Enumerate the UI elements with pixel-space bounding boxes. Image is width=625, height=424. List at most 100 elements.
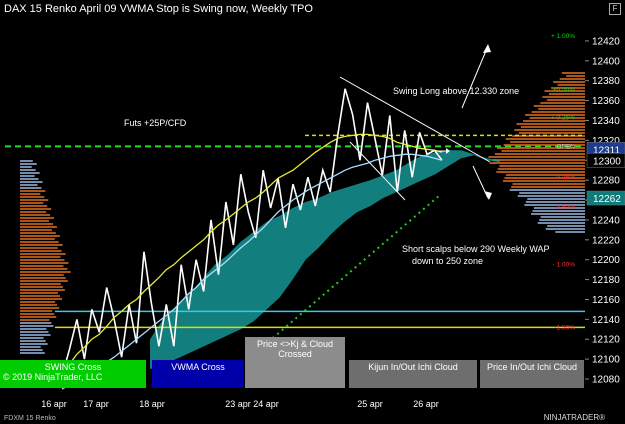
date-label: 23 apr 24 apr: [225, 399, 279, 409]
float-toggle-icon[interactable]: F: [609, 3, 621, 15]
trendline-lower[interactable]: [349, 141, 406, 201]
left-profile-bar: [20, 187, 42, 189]
right-profile-bar: [539, 219, 585, 221]
right-profile-bar: [538, 108, 585, 110]
right-profile-bar: [531, 111, 585, 113]
short-scalps-annotation-2: down to 250 zone: [412, 256, 484, 266]
right-profile-bar: [525, 201, 585, 203]
right-profile-bar: [532, 210, 585, 212]
left-profile-bar: [20, 322, 52, 324]
date-axis: 16 apr 17 apr 18 apr 23 apr 24 apr 25 apr 26 …: [41, 399, 439, 409]
left-profile-bar: [20, 334, 51, 336]
right-profile-bar: [492, 159, 585, 161]
left-profile-bar: [20, 271, 71, 273]
left-profile-bar: [20, 166, 32, 168]
left-profile-bar: [20, 238, 55, 240]
date-label: 16 apr: [41, 399, 67, 409]
right-profile-bar: [497, 168, 585, 170]
price-cloud-panel[interactable]: Price In/Out Ichi Cloud: [480, 360, 584, 388]
price-marker-label: 12300: [593, 156, 621, 167]
date-label: 17 apr: [83, 399, 109, 409]
percent-label: +0.50%: [553, 87, 575, 94]
left-profile-bar: [20, 274, 64, 276]
price-kijun-cloud-panel[interactable]: Price <>Kj & Cloud Crossed: [245, 337, 345, 388]
left-profile-bar: [20, 202, 44, 204]
right-profile-bar: [520, 126, 585, 128]
axis-tick-label: 12140: [592, 315, 620, 326]
trendline-upper[interactable]: [339, 76, 491, 163]
right-profile-bar: [525, 114, 585, 116]
left-profile-bar: [20, 169, 36, 171]
right-profile-bar: [496, 171, 585, 173]
left-profile-bar: [20, 343, 48, 345]
left-profile-bar: [20, 295, 60, 297]
left-profile-bar: [20, 208, 52, 210]
left-profile-bar: [20, 253, 66, 255]
right-profile-bar: [542, 96, 585, 98]
percent-label: -0.50%: [554, 204, 575, 211]
left-profile-bar: [20, 337, 44, 339]
right-profile-bar: [544, 90, 585, 92]
price-marker[interactable]: [586, 190, 625, 206]
axis-tick-label: 12420: [592, 36, 620, 47]
left-profile-bar: [20, 232, 56, 234]
left-profile-bar: [20, 352, 45, 354]
right-profile-bar: [540, 102, 585, 104]
ichimoku-cloud-area: [150, 150, 500, 370]
left-profile-bar: [20, 259, 65, 261]
right-profile-bar: [529, 117, 585, 119]
axis-tick-label: 12100: [592, 355, 620, 366]
left-profile-bar: [20, 199, 49, 201]
left-profile-bar: [20, 181, 43, 183]
brand-footer: NINJATRADER®: [543, 413, 605, 422]
axis-tick-label: 12400: [592, 56, 620, 67]
percent-label: - 1.00%: [553, 262, 576, 269]
vwma-line[interactable]: [61, 133, 443, 375]
arrow-small-head-icon: [446, 148, 450, 154]
right-profile-bar: [514, 129, 585, 131]
swing-line[interactable]: [61, 153, 443, 390]
right-profile-bar: [494, 153, 585, 155]
left-profile-bar: [20, 298, 63, 300]
left-profile-bar: [20, 244, 63, 246]
left-profile-bar: [20, 214, 51, 216]
right-profile-bar: [566, 75, 585, 77]
right-profile-bar: [489, 162, 585, 164]
swing-cross-panel[interactable]: SWING Cross © 2019 NinjaTrader, LLC: [0, 360, 146, 388]
price-axis[interactable]: 12420 12400 12380 12360 12340 12320 12300 12280…: [585, 36, 625, 386]
left-profile-bar: [20, 289, 65, 291]
percent-label: + 1.00%: [551, 33, 575, 40]
left-profile-bar: [20, 217, 55, 219]
left-profile-bar: [20, 316, 57, 318]
percent-label: + 0.25%: [551, 115, 575, 122]
percent-label: OPEN: [557, 143, 576, 150]
axis-tick-label: 12220: [592, 235, 620, 246]
arrow-up-line[interactable]: [461, 45, 489, 109]
percent-labels: + 1.00% +0.50% + 0.25% OPEN -0.25% -0.50% - 1.…: [551, 33, 575, 331]
kijun-cloud-panel[interactable]: Kijun In/Out Ichi Cloud: [349, 360, 477, 388]
left-profile-bar: [20, 346, 41, 348]
right-profile-bar: [533, 207, 585, 209]
price-marker[interactable]: [586, 153, 625, 168]
price-marker-label: 12262: [593, 194, 621, 205]
swing-cross-label: SWING Cross: [44, 362, 102, 372]
right-profile-bar: [546, 99, 585, 101]
date-label: 26 apr: [413, 399, 439, 409]
left-profile-bar: [20, 190, 46, 192]
right-profile-bar: [505, 138, 585, 140]
left-profile-bar: [20, 331, 49, 333]
left-profile-bar: [20, 283, 61, 285]
futs-annotation: Futs +25P/CFD: [124, 118, 187, 128]
right-profile-bar: [540, 216, 585, 218]
right-profile-bar: [512, 135, 585, 137]
left-profile-bar: [20, 247, 58, 249]
vwma-cross-panel[interactable]: VWMA Cross: [152, 360, 244, 388]
price-line[interactable]: [61, 88, 443, 377]
axis-tick-label: 12240: [592, 215, 620, 226]
left-profile-bar: [20, 184, 38, 186]
left-profile-bar: [20, 160, 33, 162]
right-profile-bar: [518, 132, 585, 134]
date-label: 18 apr: [139, 399, 165, 409]
left-profile-bar: [20, 175, 35, 177]
right-profile-bar: [509, 189, 585, 191]
